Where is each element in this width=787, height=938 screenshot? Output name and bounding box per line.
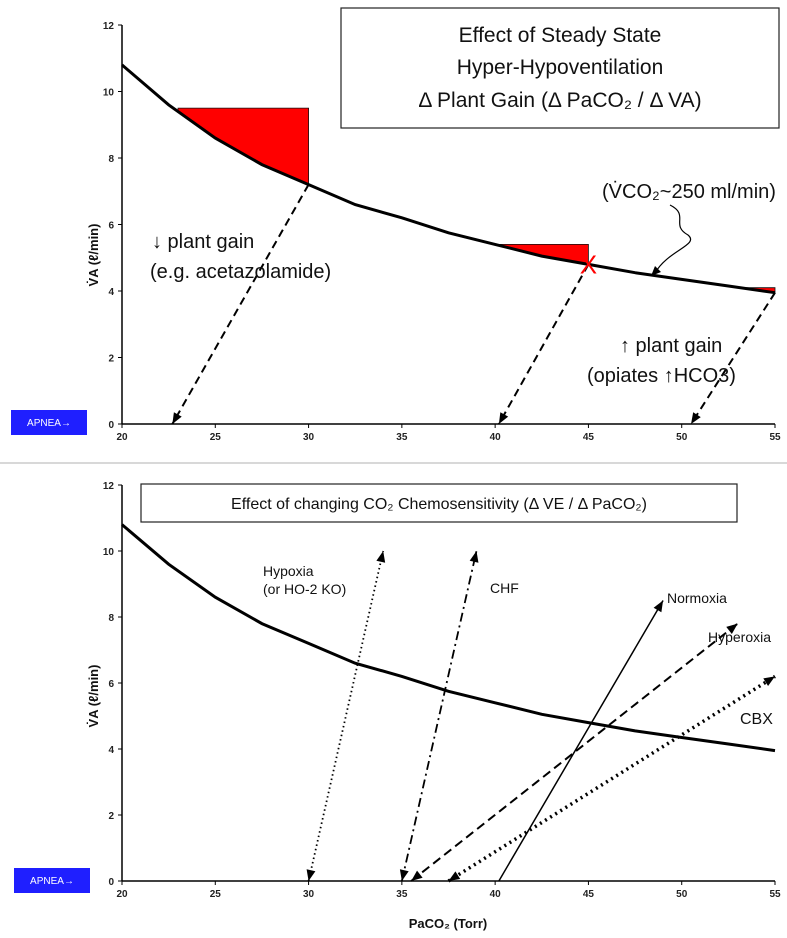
chart-top-increase-label-line2: (opiates ↑HCO3) — [587, 365, 736, 387]
chart-bottom-y-tick-label: 8 — [108, 613, 114, 624]
chart-top-x-tick-label: 50 — [676, 432, 688, 443]
series-line-cbx — [447, 674, 776, 883]
chart-top-x-tick-label: 35 — [396, 432, 408, 443]
series-label-normoxia: Normoxia — [667, 590, 727, 606]
series-start-head-cbx — [448, 871, 461, 881]
chart-top-x-tick-label: 55 — [769, 432, 781, 443]
chart-top-arrow-3 — [690, 292, 776, 425]
chart-bottom-y-tick-label: 6 — [108, 679, 114, 690]
chart-top-apnea-badge — [11, 410, 87, 435]
chart-top-y-tick-label: 0 — [108, 420, 114, 431]
chart-top-x-tick-label: 40 — [490, 432, 502, 443]
series-arrow-head-hypoxia — [376, 551, 386, 563]
chart-bottom: 20 25 30 35 40 45 50 55 0 2 4 6 8 10 12 Effect of chan… — [14, 481, 781, 931]
series-arrow-head-cbx — [763, 676, 775, 687]
series-line-chf — [400, 550, 478, 882]
chart-top-title-box — [340, 7, 780, 129]
chart-top-curve-line — [121, 63, 776, 295]
chart-bottom-series-lines — [306, 550, 776, 883]
chart-bottom-title: Effect of changing CO₂ Chemosensitivity … — [231, 496, 647, 513]
chart-bottom-x-tick-label: 25 — [210, 889, 222, 900]
chart-bottom-y-tick-label: 0 — [108, 877, 114, 888]
chart-top-axes: 20 25 30 35 40 45 50 55 0 2 4 6 8 10 12 — [103, 21, 781, 443]
chart-bottom-x-tick-label: 55 — [769, 889, 781, 900]
chart-top-title-line3: Δ Plant Gain (Δ PaCO₂ / Δ VA) — [418, 89, 701, 112]
chart-top-x-tick-label: 20 — [116, 432, 128, 443]
chart-bottom-apnea-badge — [14, 868, 90, 893]
chart-bottom-y-tick-label: 10 — [103, 547, 115, 558]
chart-top-arrow-2 — [498, 263, 590, 425]
chart-top-arrow-head-3 — [691, 412, 701, 424]
series-start-head-chf — [399, 869, 409, 881]
chart-top-y-tick-label: 2 — [108, 354, 114, 365]
chart-top-y-label: V̇A (ℓ/min) — [86, 224, 101, 287]
chart-bottom-x-tick-label: 50 — [676, 889, 688, 900]
series-line-hypoxia — [307, 550, 385, 882]
chart-bottom-x-tick-label: 35 — [396, 889, 408, 900]
chart-top: 20 25 30 35 40 45 50 55 0 2 4 6 8 10 12 X Effect of St… — [11, 7, 781, 443]
chart-top-arrow-head-2 — [498, 412, 509, 424]
chart-bottom-x-tick-label: 20 — [116, 889, 128, 900]
chart-top-title-line2: Hyper-Hypoventilation — [457, 56, 664, 79]
series-label-hypoxia: Hypoxia — [263, 563, 314, 579]
chart-bottom-curve-line — [121, 523, 776, 753]
chart-top-y-tick-label: 6 — [108, 221, 114, 232]
chart-bottom-title-box — [140, 483, 738, 523]
chart-top-marker-x: X — [580, 249, 597, 279]
chart-top-arrow-1 — [171, 184, 310, 425]
chart-bottom-y-tick-label: 4 — [108, 745, 114, 756]
series-line-normoxia — [498, 600, 664, 882]
chart-top-vco2-pointer-head — [651, 266, 661, 276]
chart-bottom-y-tick-label: 2 — [108, 811, 114, 822]
chart-top-curve — [121, 63, 776, 295]
series-start-head-hypoxia — [306, 869, 316, 881]
series-arrow-head-chf — [469, 551, 479, 563]
chart-bottom-x-tick-label: 30 — [303, 889, 315, 900]
series-arrow-head-hyperoxia — [726, 623, 738, 634]
series-label-cbx: CBX — [740, 711, 773, 728]
chart-top-y-tick-label: 8 — [108, 154, 114, 165]
chart-top-decrease-label-line1: ↓ plant gain — [152, 231, 254, 253]
chart-top-apnea-label: APNEA→ — [27, 418, 71, 429]
chart-bottom-x-tick-label: 40 — [490, 889, 502, 900]
series-start-head-hyperoxia — [411, 870, 423, 881]
chart-top-y-tick-label: 4 — [108, 287, 114, 298]
chart-bottom-y-tick-label: 12 — [103, 481, 115, 492]
chart-top-vco2-pointer — [654, 204, 692, 274]
chart-bottom-y-label: V̇A (ℓ/min) — [86, 665, 101, 728]
chart-top-title-line1: Effect of Steady State — [459, 24, 662, 47]
series-label-hypoxia-sub: (or HO-2 KO) — [263, 581, 346, 597]
chart-divider — [0, 462, 787, 464]
chart-top-decrease-label-line2: (e.g. acetazolamide) — [150, 261, 331, 283]
chart-bottom-curve — [121, 523, 776, 753]
chart-bottom-x-tick-label: 45 — [583, 889, 595, 900]
series-arrow-head-normoxia — [653, 600, 664, 613]
chart-top-x-tick-label: 30 — [303, 432, 315, 443]
chart-top-vco2-annotation: (V̇CO₂~250 ml/min) — [602, 181, 776, 203]
series-line-hyperoxia — [410, 622, 739, 882]
red-region-1 — [177, 107, 309, 186]
chart-top-y-tick-label: 12 — [103, 21, 115, 32]
chart-bottom-apnea-label: APNEA→ — [30, 876, 74, 887]
chart-top-y-tick-label: 10 — [103, 88, 115, 99]
chart-top-arrow-head-1 — [172, 412, 182, 424]
series-label-hyperoxia: Hyperoxia — [708, 629, 771, 645]
chart-top-increase-label-line1: ↑ plant gain — [620, 335, 722, 357]
chart-top-arrows: X — [171, 184, 776, 425]
series-label-chf: CHF — [490, 580, 519, 596]
chart-top-x-tick-label: 45 — [583, 432, 595, 443]
chart-bottom-x-label: PaCO₂ (Torr) — [409, 916, 487, 931]
chart-top-x-tick-label: 25 — [210, 432, 222, 443]
